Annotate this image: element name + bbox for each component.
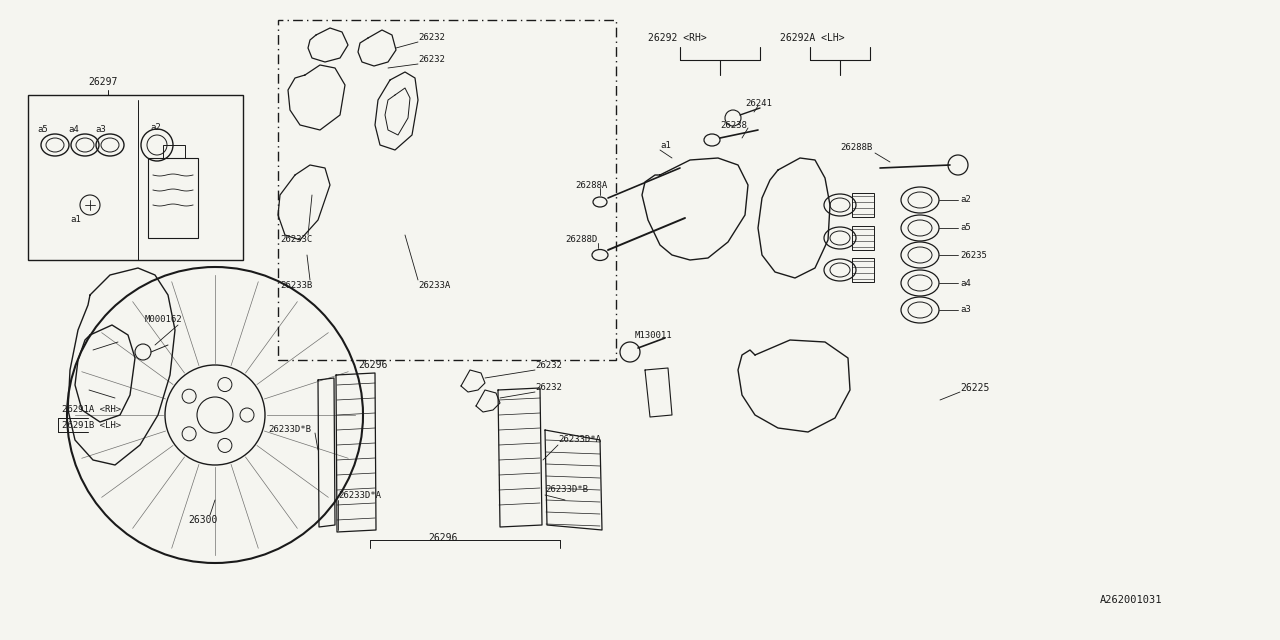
Text: a5: a5: [960, 223, 970, 232]
Text: 26233D*A: 26233D*A: [558, 435, 602, 445]
Text: 26288D: 26288D: [564, 236, 598, 244]
Text: 26297: 26297: [88, 77, 118, 87]
Text: a2: a2: [150, 124, 161, 132]
Text: a2: a2: [960, 195, 970, 205]
Text: 26233B: 26233B: [280, 280, 312, 289]
Text: 26233A: 26233A: [419, 280, 451, 289]
Text: 26291A <RH>: 26291A <RH>: [61, 406, 122, 415]
Text: A262001031: A262001031: [1100, 595, 1162, 605]
Text: 26225: 26225: [960, 383, 989, 393]
Text: 26238: 26238: [719, 120, 746, 129]
Text: 26288A: 26288A: [575, 180, 607, 189]
Text: 26235: 26235: [960, 250, 987, 259]
Text: 26300: 26300: [188, 515, 218, 525]
Text: M000162: M000162: [145, 316, 183, 324]
Bar: [28, 95, 243, 260]
Bar: [852, 258, 874, 282]
Bar: [278, 20, 616, 360]
Text: 26296: 26296: [428, 533, 457, 543]
Text: a1: a1: [660, 141, 671, 150]
Text: a4: a4: [68, 125, 79, 134]
Text: 26232: 26232: [419, 56, 445, 65]
Text: 26232: 26232: [535, 360, 562, 369]
Bar: [148, 158, 198, 238]
Text: M130011: M130011: [635, 330, 672, 339]
Text: 26288B: 26288B: [840, 143, 872, 152]
Text: 26233C: 26233C: [280, 236, 312, 244]
Bar: [852, 193, 874, 217]
Text: 26232: 26232: [419, 33, 445, 42]
Text: 26232: 26232: [535, 383, 562, 392]
Text: a1: a1: [70, 216, 81, 225]
Text: 26233D*A: 26233D*A: [338, 490, 381, 499]
Text: 26292 <RH>: 26292 <RH>: [648, 33, 707, 43]
Text: 26291B <LH>: 26291B <LH>: [61, 420, 122, 429]
Text: 26292A <LH>: 26292A <LH>: [780, 33, 845, 43]
Text: 26233D*B: 26233D*B: [268, 426, 311, 435]
Text: a4: a4: [960, 278, 970, 287]
Text: 26296: 26296: [358, 360, 388, 370]
Text: 26241: 26241: [745, 99, 772, 108]
Text: a3: a3: [960, 305, 970, 314]
Bar: [852, 226, 874, 250]
Bar: [163, 145, 186, 158]
Text: a5: a5: [37, 125, 47, 134]
Text: 26233D*B: 26233D*B: [545, 486, 588, 495]
Text: a3: a3: [95, 125, 106, 134]
